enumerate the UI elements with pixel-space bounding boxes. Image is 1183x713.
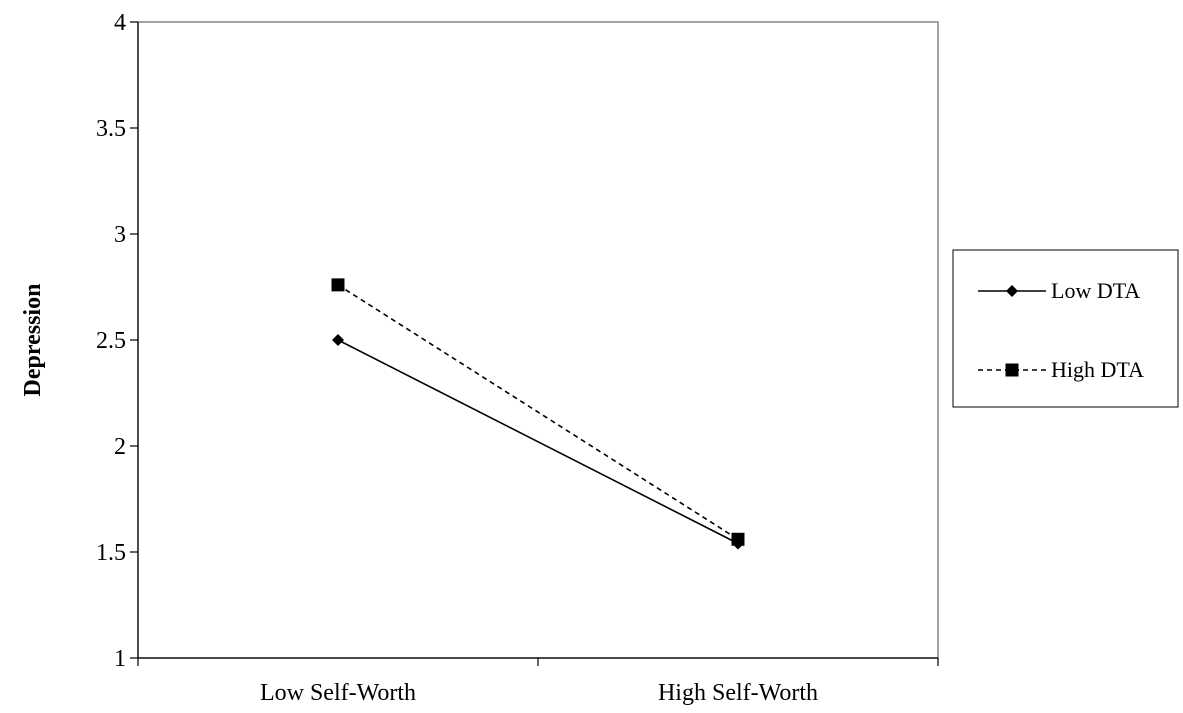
- data-point: [331, 278, 345, 292]
- x-axis: Low Self-Worth High Self-Worth: [137, 657, 939, 706]
- legend-item: Low DTA: [978, 278, 1140, 303]
- y-tick-label: 4: [114, 10, 126, 36]
- legend-marker: [1006, 285, 1018, 297]
- plot-area: [137, 21, 939, 659]
- legend: Low DTA High DTA: [952, 249, 1179, 408]
- y-tick-label: 3.5: [96, 116, 126, 142]
- x-category-label: High Self-Worth: [658, 680, 818, 706]
- legend-box: [952, 249, 1179, 408]
- data-point: [332, 334, 344, 346]
- y-tick-label: 2.5: [96, 328, 126, 354]
- x-category-label: Low Self-Worth: [260, 680, 416, 706]
- series-layer: [331, 278, 745, 550]
- legend-label: High DTA: [1051, 357, 1144, 382]
- series-line: [337, 339, 739, 545]
- y-tick-label: 1: [114, 646, 126, 672]
- series-line: [337, 284, 739, 540]
- y-axis-title: Depression: [20, 284, 46, 397]
- legend-marker: [1005, 363, 1019, 377]
- series-high-dta: [331, 278, 745, 546]
- y-tick-label: 2: [114, 434, 126, 460]
- legend-label: Low DTA: [1051, 278, 1140, 303]
- data-point: [731, 532, 745, 546]
- legend-item: High DTA: [978, 357, 1144, 382]
- y-tick-label: 3: [114, 222, 126, 248]
- y-axis: 1 1.5 2 2.5 3 3.5 4: [96, 10, 139, 672]
- y-tick-label: 1.5: [96, 540, 126, 566]
